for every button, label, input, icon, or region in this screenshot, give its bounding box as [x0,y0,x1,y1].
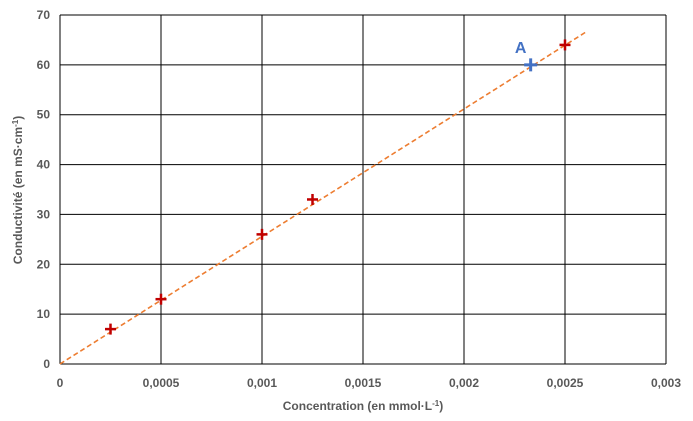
y-tick-label: 0 [43,357,50,371]
x-tick-label: 0,003 [651,376,681,390]
data-point [105,323,116,335]
x-tick-label: 0,001 [247,376,277,390]
y-tick-label: 30 [37,207,51,221]
y-tick-label: 70 [37,8,51,22]
point-a-label: A [515,40,527,57]
x-tick-label: 0,0025 [547,376,584,390]
y-axis-title: Conductivité (en mS·cm-1) [11,116,25,264]
y-tick-label: 10 [37,307,51,321]
y-tick-label: 60 [37,58,51,72]
y-tick-label: 20 [37,257,51,271]
x-tick-label: 0,002 [449,376,479,390]
x-tick-label: 0,0015 [345,376,382,390]
x-tick-label: 0 [57,376,64,390]
data-points: A [105,39,571,335]
x-axis-title: Concentration (en mmol·L-1) [283,399,443,413]
x-tick-label: 0,0005 [143,376,180,390]
data-point [559,39,571,51]
y-tick-label: 40 [37,158,51,172]
y-tick-label: 50 [37,108,51,122]
grid [59,14,667,365]
data-point [256,228,268,240]
tick-labels: 0 10 20 30 40 50 60 70 0 0,0005 0,001 0,0015 0,002 0,… [37,8,682,390]
point-a: A [515,40,538,72]
data-point [155,293,167,305]
data-point [307,193,318,205]
